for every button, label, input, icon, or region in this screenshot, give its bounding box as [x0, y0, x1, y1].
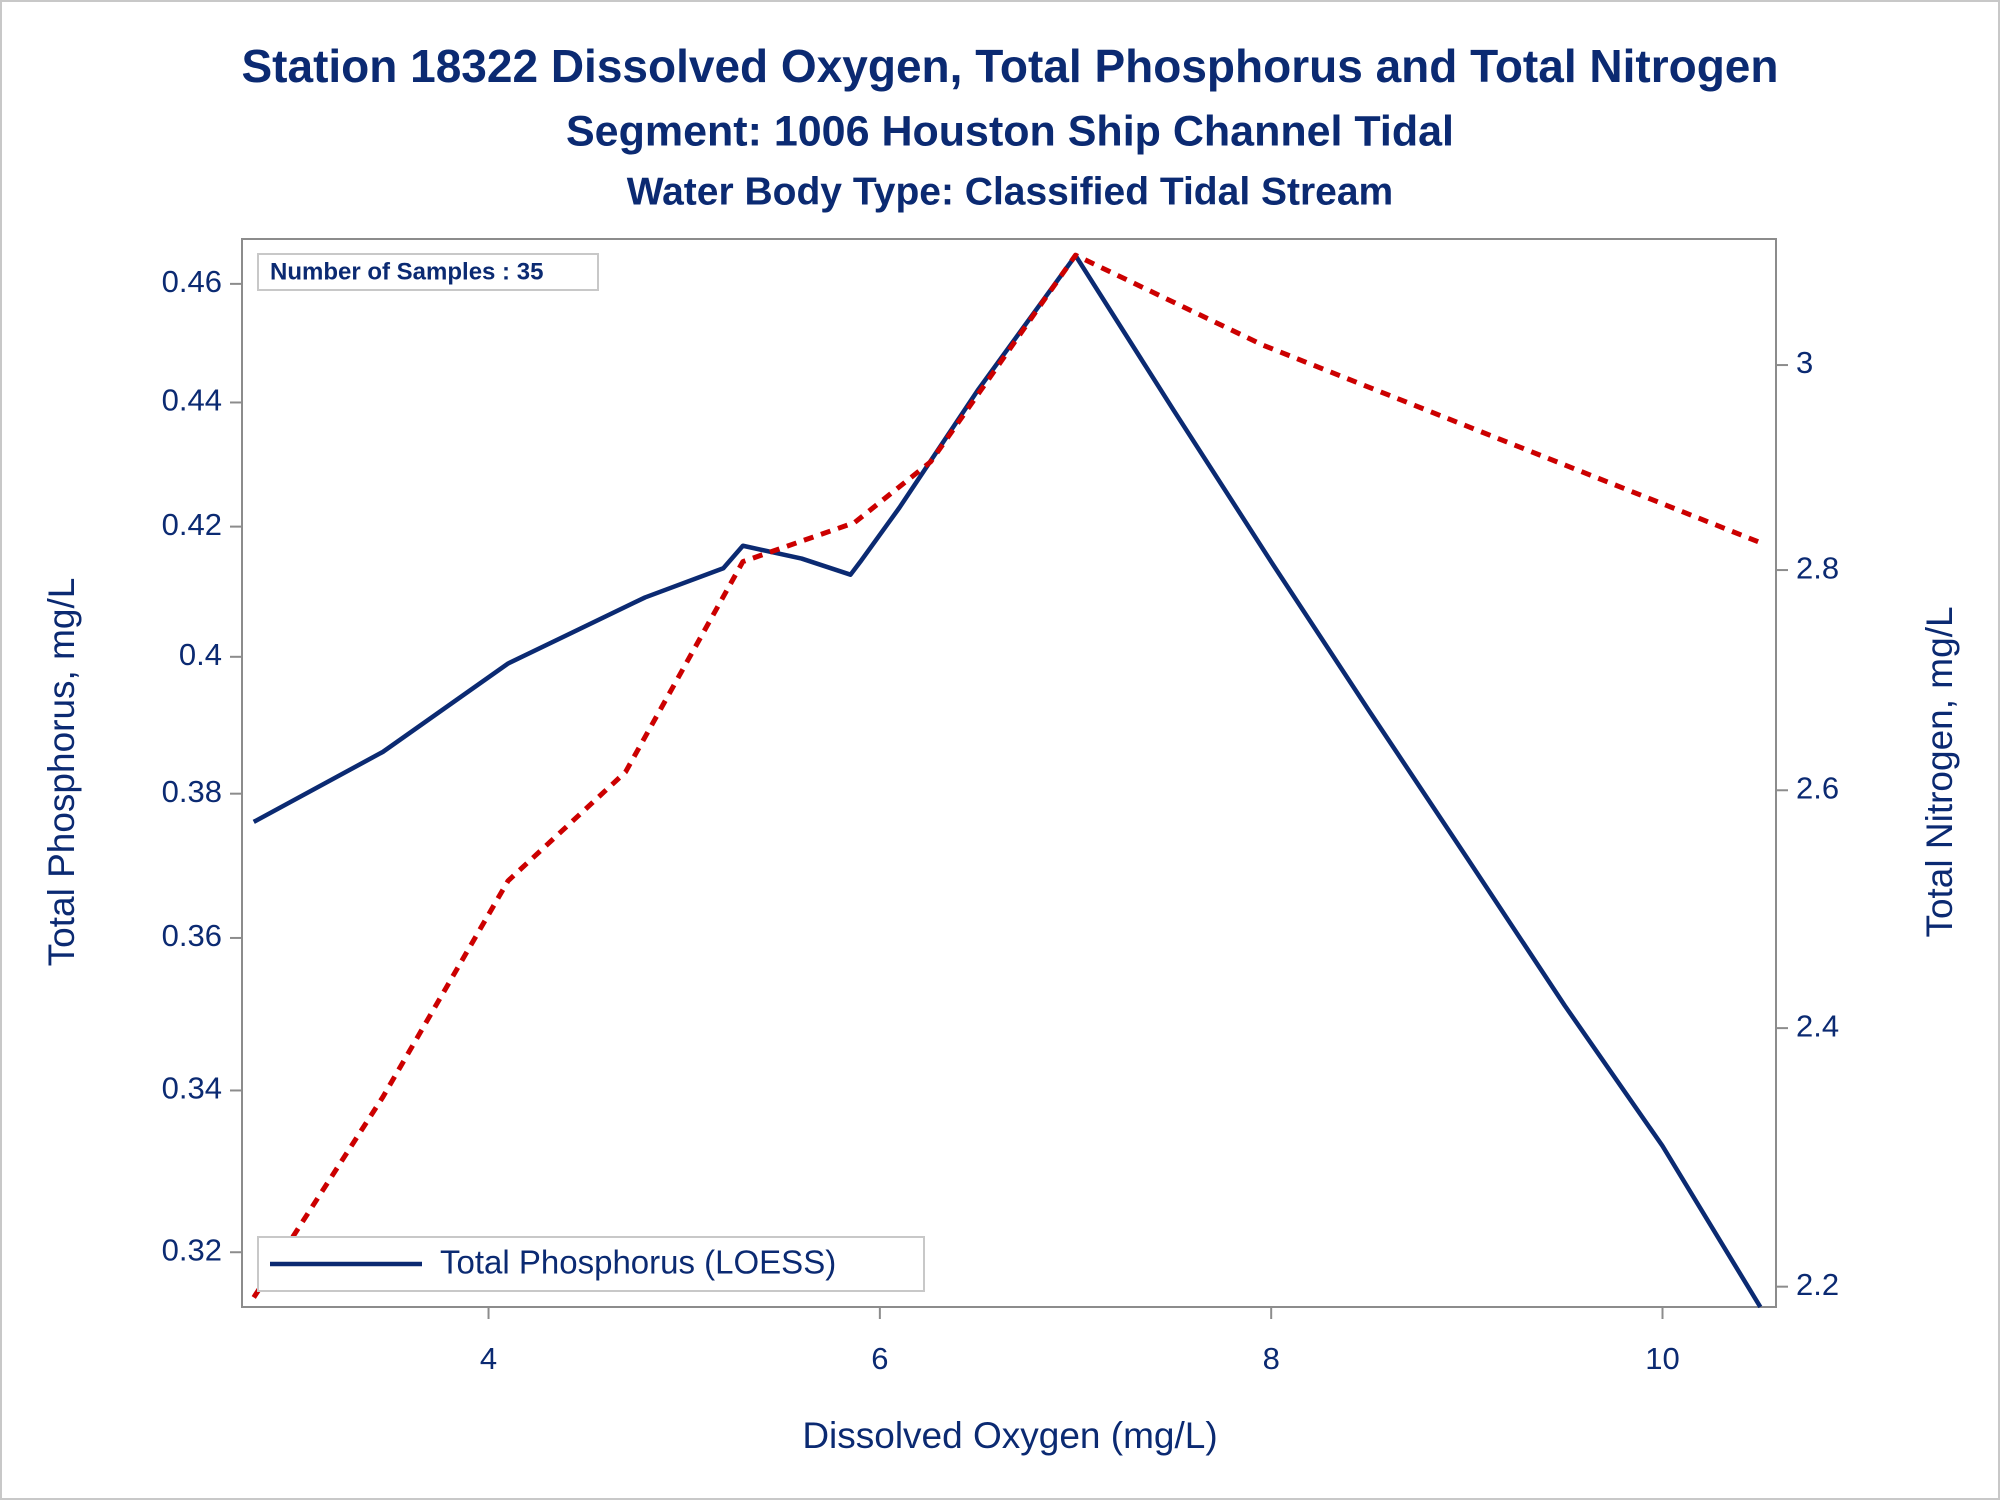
- x-tick-label: 6: [871, 1341, 888, 1376]
- chart-title: Station 18322 Dissolved Oxygen, Total Ph…: [241, 40, 1778, 92]
- y-tick-label: 0.46: [162, 264, 222, 299]
- y2-tick-label: 2.4: [1796, 1008, 1839, 1043]
- plot-frame: [241, 238, 1777, 1308]
- legend-label: Total Phosphorus (LOESS): [440, 1244, 836, 1281]
- y2-tick-label: 2.2: [1796, 1267, 1839, 1302]
- y2-tick-label: 2.6: [1796, 770, 1839, 805]
- y-tick-label: 0.36: [162, 918, 222, 953]
- y-tick-label: 0.34: [162, 1071, 222, 1106]
- y-tick-label: 0.4: [179, 637, 222, 672]
- annotation: Number of Samples : 35: [270, 258, 543, 285]
- y-tick-label: 0.42: [162, 507, 222, 542]
- y-tick-label: 0.32: [162, 1232, 222, 1267]
- chart-subtitle: Water Body Type: Classified Tidal Stream: [627, 170, 1393, 213]
- x-axis-label: Dissolved Oxygen (mg/L): [802, 1415, 1217, 1456]
- x-tick-label: 8: [1263, 1341, 1280, 1376]
- y2-axis-label: Total Nitrogen, mg/L: [1919, 606, 1960, 937]
- y-tick-label: 0.38: [162, 774, 222, 809]
- series-line: [252, 253, 1763, 1309]
- chart-subtitle: Segment: 1006 Houston Ship Channel Tidal: [566, 107, 1454, 155]
- y-tick-label: 0.44: [162, 383, 222, 418]
- x-tick-label: 10: [1645, 1341, 1679, 1376]
- series-line: [251, 252, 1762, 1299]
- y-axis-label: Total Phosphorus, mg/L: [41, 578, 82, 967]
- annotation-box: [257, 253, 599, 291]
- y2-tick-label: 2.8: [1796, 550, 1839, 585]
- x-tick-label: 4: [480, 1341, 497, 1376]
- y2-tick-label: 3: [1796, 345, 1813, 380]
